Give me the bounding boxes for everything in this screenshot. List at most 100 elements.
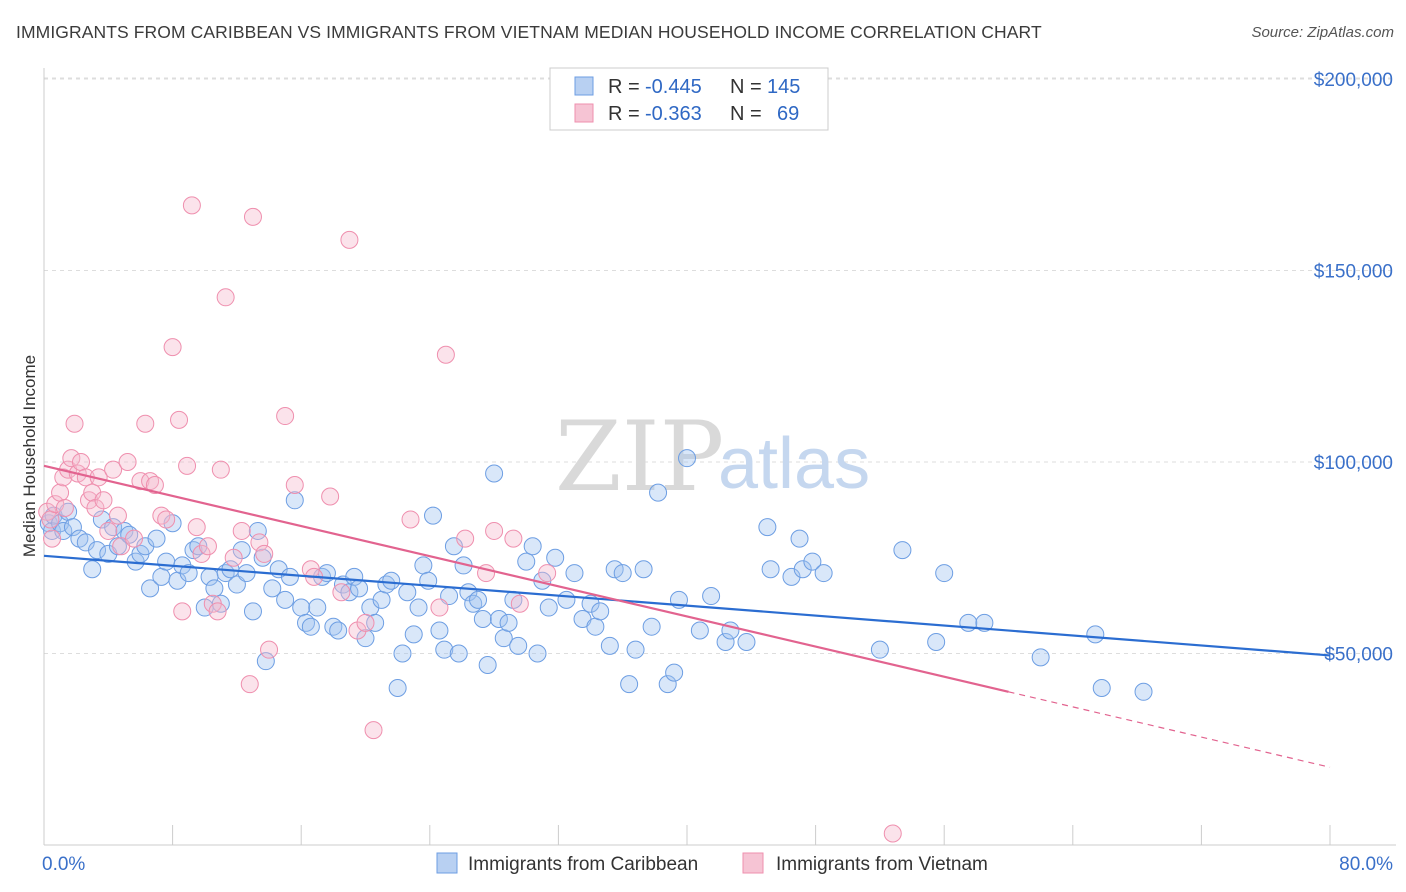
caribbean-point bbox=[702, 587, 721, 606]
caribbean-point bbox=[790, 529, 809, 548]
caribbean-point bbox=[1086, 625, 1105, 644]
vietnam-point bbox=[485, 521, 504, 540]
bottom-legend-label-vietnam: Immigrants from Vietnam bbox=[776, 854, 988, 875]
caribbean-point bbox=[546, 548, 565, 567]
caribbean-point bbox=[147, 529, 166, 548]
vietnam-point bbox=[456, 529, 475, 548]
bottom-legend-label-caribbean: Immigrants from Caribbean bbox=[468, 854, 698, 875]
vietnam-point bbox=[255, 544, 274, 563]
legend-swatch-caribbean bbox=[574, 76, 594, 96]
vietnam-point bbox=[321, 487, 340, 506]
caribbean-point bbox=[489, 610, 508, 629]
vietnam-point bbox=[504, 529, 523, 548]
stats-legend: R = -0.445 N = 145 R = -0.363 N = 69 bbox=[549, 67, 829, 131]
series-vietnam-points bbox=[38, 196, 902, 843]
caribbean-point bbox=[565, 564, 584, 583]
caribbean-point bbox=[372, 590, 391, 609]
caribbean-point bbox=[227, 575, 246, 594]
vietnam-point bbox=[131, 472, 150, 491]
vietnam-point bbox=[356, 613, 375, 632]
caribbean-point bbox=[716, 633, 735, 652]
caribbean-point bbox=[478, 655, 497, 674]
legend-r-value-vietnam: -0.363 bbox=[645, 103, 702, 125]
vietnam-point bbox=[145, 475, 164, 494]
vietnam-point bbox=[401, 510, 420, 529]
vietnam-point bbox=[99, 521, 118, 540]
caribbean-point bbox=[83, 560, 102, 579]
chart-title: IMMIGRANTS FROM CARIBBEAN VS IMMIGRANTS … bbox=[16, 22, 1042, 42]
vietnam-point bbox=[250, 533, 269, 552]
caribbean-point bbox=[256, 652, 275, 671]
caribbean-point bbox=[152, 567, 171, 586]
caribbean-point bbox=[528, 644, 547, 663]
legend-r-value-caribbean: -0.445 bbox=[645, 76, 702, 98]
caribbean-point bbox=[424, 506, 443, 525]
vietnam-point bbox=[170, 410, 189, 429]
x-tick-label: 0.0% bbox=[42, 854, 85, 875]
caribbean-point bbox=[414, 556, 433, 575]
caribbean-point bbox=[435, 640, 454, 659]
caribbean-point bbox=[658, 675, 677, 694]
vietnam-point bbox=[187, 518, 206, 537]
caribbean-point bbox=[280, 567, 299, 586]
caribbean-point bbox=[248, 521, 267, 540]
caribbean-point bbox=[927, 633, 946, 652]
caribbean-point bbox=[63, 518, 82, 537]
trend-line-caribbean bbox=[43, 554, 1331, 657]
caribbean-point bbox=[557, 590, 576, 609]
caribbean-point bbox=[276, 590, 295, 609]
watermark-zip: ZIP bbox=[555, 401, 724, 513]
vietnam-point bbox=[43, 529, 62, 548]
vietnam-point bbox=[136, 414, 155, 433]
vietnam-point bbox=[94, 491, 113, 510]
caribbean-point bbox=[473, 610, 492, 629]
caribbean-point bbox=[398, 583, 417, 602]
caribbean-point bbox=[591, 602, 610, 621]
vietnam-point bbox=[118, 453, 137, 471]
vietnam-point bbox=[240, 675, 259, 694]
trend-line-vietnam bbox=[43, 464, 1009, 693]
trend-lines bbox=[43, 464, 1331, 768]
legend-n-value-caribbean: 145 bbox=[767, 76, 800, 98]
y-axis-label: Median Household Income bbox=[20, 355, 39, 557]
x-tick-labels: 0.0% 80.0% bbox=[42, 854, 1393, 875]
caribbean-point bbox=[404, 625, 423, 644]
caribbean-point bbox=[329, 621, 348, 640]
vietnam-point bbox=[211, 460, 230, 479]
caribbean-point bbox=[870, 640, 889, 659]
vietnam-point bbox=[173, 602, 192, 621]
vietnam-point bbox=[192, 544, 211, 563]
caribbean-point bbox=[935, 564, 954, 583]
caribbean-point bbox=[308, 598, 327, 617]
legend-n-label: N = bbox=[730, 103, 762, 125]
vietnam-point bbox=[55, 498, 74, 517]
vietnam-point bbox=[108, 506, 127, 525]
caribbean-point bbox=[366, 613, 385, 632]
caribbean-point bbox=[88, 541, 107, 560]
caribbean-point bbox=[814, 564, 833, 583]
vietnam-point bbox=[538, 564, 557, 583]
vietnam-point bbox=[198, 537, 217, 556]
legend-r-label: R = bbox=[608, 76, 640, 98]
caribbean-point bbox=[301, 617, 320, 636]
caribbean-point bbox=[626, 640, 645, 659]
caribbean-point bbox=[263, 579, 282, 598]
vietnam-point bbox=[340, 230, 359, 249]
watermark: ZIP atlas bbox=[555, 401, 870, 513]
legend-r-label: R = bbox=[608, 103, 640, 125]
vietnam-point bbox=[178, 456, 197, 475]
bottom-legend-swatch-caribbean bbox=[436, 852, 458, 874]
caribbean-point bbox=[642, 617, 661, 636]
vietnam-point bbox=[260, 640, 279, 659]
y-tick-label: $50,000 bbox=[1324, 645, 1393, 666]
axes bbox=[43, 68, 1396, 846]
vietnam-point bbox=[125, 529, 144, 548]
caribbean-point bbox=[649, 483, 668, 502]
caribbean-point bbox=[758, 518, 777, 537]
source-credit: Source: ZipAtlas.com bbox=[1251, 24, 1394, 41]
vietnam-point bbox=[883, 824, 902, 843]
caribbean-point bbox=[205, 579, 224, 598]
caribbean-point bbox=[1092, 678, 1111, 697]
vietnam-point bbox=[51, 483, 70, 502]
